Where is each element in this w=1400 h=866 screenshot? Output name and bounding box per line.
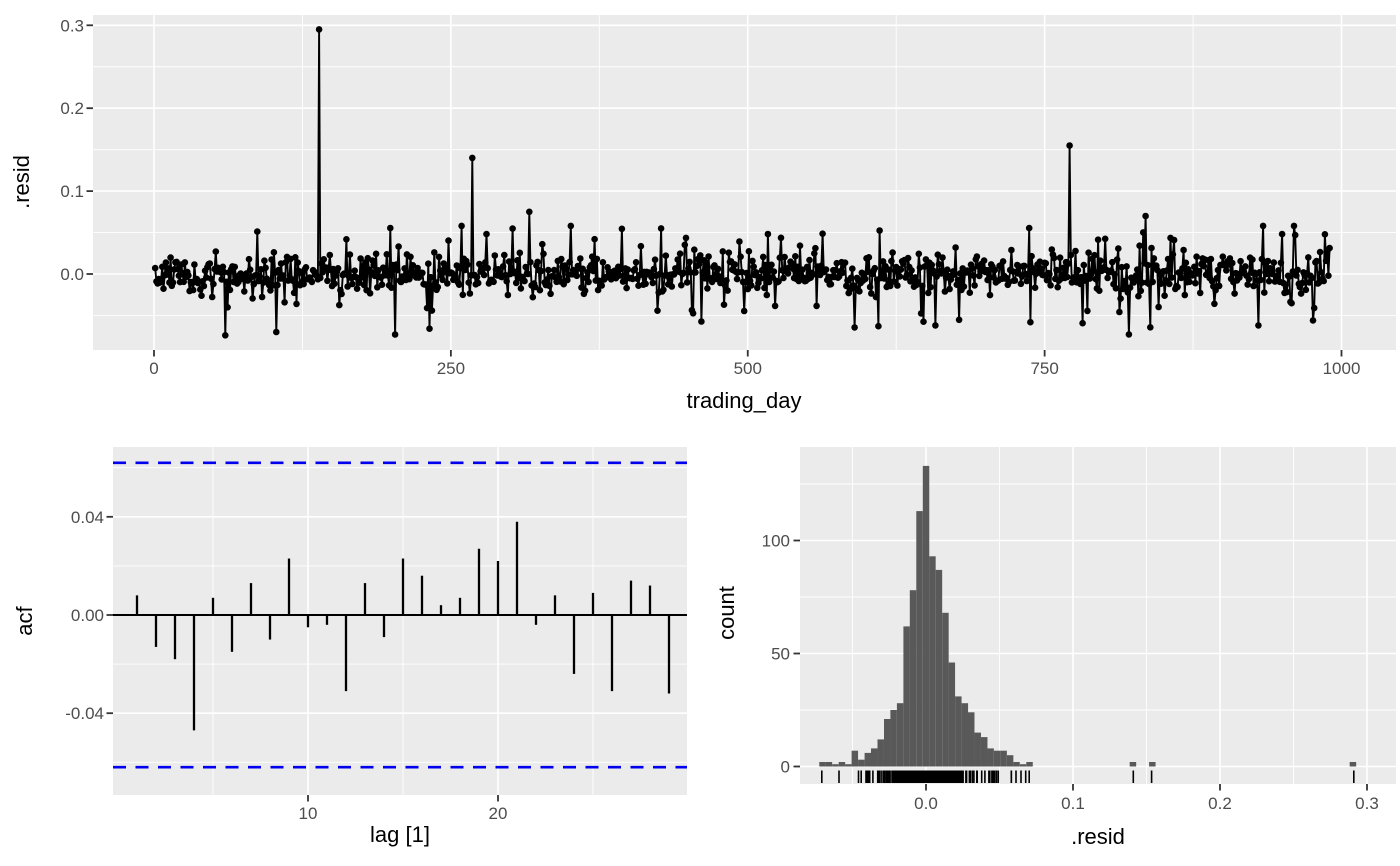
x-tick-label: 20 <box>489 804 508 823</box>
hist-panel: 0.0 0.1 0.2 0.3 0 50 100 <box>762 447 1396 813</box>
histogram-bars <box>819 465 1357 767</box>
rug-marks <box>820 770 1355 783</box>
y-tick-label: -0.04 <box>65 704 104 723</box>
acf-panel: 10 20 0.04 0.00 -0.04 <box>65 447 687 823</box>
y-tick-label: 50 <box>771 645 790 664</box>
x-tick-label: 250 <box>437 359 465 378</box>
x-tick-label: 0.3 <box>1355 794 1379 813</box>
y-tick-label: 0.3 <box>60 16 84 35</box>
y-tick-label: 100 <box>762 532 790 551</box>
y-tick-label: 0.1 <box>60 182 84 201</box>
x-tick-label: 500 <box>734 359 762 378</box>
x-tick-label: 10 <box>299 804 318 823</box>
y-tick-label: 0.04 <box>71 508 104 527</box>
hist-x-axis-title: .resid <box>1071 824 1125 849</box>
acf-x-axis-title: lag [1] <box>370 822 430 847</box>
y-tick-label: 0.2 <box>60 99 84 118</box>
ts-y-axis-title: .resid <box>9 155 34 209</box>
residual-points <box>151 26 1333 339</box>
y-tick-label: 0 <box>781 758 790 777</box>
x-tick-label: 0 <box>149 359 158 378</box>
x-tick-label: 0.2 <box>1208 794 1232 813</box>
x-tick-label: 0.0 <box>914 794 938 813</box>
acf-bars <box>135 521 671 731</box>
ts-x-axis-title: trading_day <box>686 388 802 413</box>
x-tick-label: 1000 <box>1323 359 1361 378</box>
y-tick-label: 0.00 <box>71 606 104 625</box>
x-tick-label: 750 <box>1030 359 1058 378</box>
acf-y-axis-title: acf <box>12 606 37 636</box>
hist-y-axis-title: count <box>714 586 739 640</box>
ts-panel: 0 250 500 750 1000 0.0 0.1 0.2 0.3 <box>60 15 1396 378</box>
y-tick-label: 0.0 <box>60 265 84 284</box>
x-tick-label: 0.1 <box>1061 794 1085 813</box>
